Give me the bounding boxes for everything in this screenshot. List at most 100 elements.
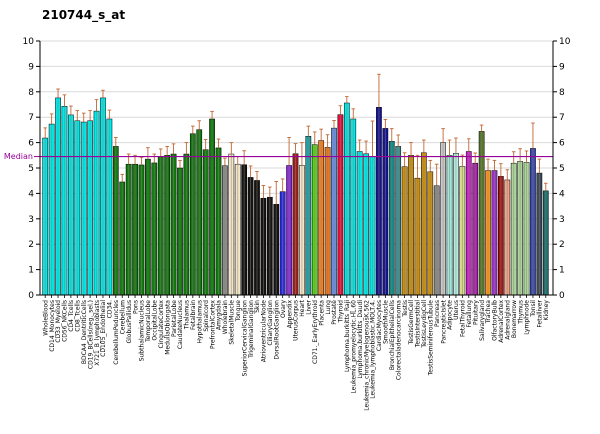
x-label-Uterus: Uterus: [453, 300, 460, 320]
x-label-Trachea: Trachea: [485, 300, 492, 325]
x-label-Tonsil: Tonsil: [530, 300, 537, 318]
x-label-TestisLeydigCell: TestisLeydigCell: [421, 300, 428, 349]
x-label-WholeBlood: WholeBlood: [42, 300, 49, 336]
x-label-Thyroid: Thyroid: [338, 300, 345, 324]
x-label-Heart: Heart: [299, 299, 306, 316]
x-label-Wholebrain: Wholebrain: [222, 300, 229, 334]
y-tick-label-left: 5: [28, 164, 34, 174]
y-tick-label-left: 9: [28, 62, 34, 72]
x-label-Fetallung: Fetallung: [466, 300, 473, 328]
x-label-CD8_Tcells: CD8_Tcells: [74, 300, 81, 332]
x-label-Skin: Skin: [254, 300, 261, 313]
x-label-Appendix: Appendix: [286, 300, 293, 329]
y-tick-label-right: 8: [559, 88, 565, 98]
y-tick-label-left: 2: [28, 240, 34, 250]
y-tick-label-right: 3: [559, 215, 565, 225]
x-label-BronchialEpithelialCells: BronchialEpithelialCells: [389, 300, 396, 370]
x-label-SkeletalMuscle: SkeletalMuscle: [229, 300, 236, 345]
x-label-Leukemia_promyelocytic.HL.60: Leukemia_promyelocytic.HL.60: [350, 300, 357, 394]
x-label-BDCA4_DentriticCells: BDCA4_DentriticCells: [81, 300, 88, 364]
x-label-ParietalLobe: ParietalLobe: [171, 300, 178, 337]
x-label-Ovary: Ovary: [280, 300, 287, 318]
x-label-Colorectaladenocarcinoma: Colorectaladenocarcinoma: [395, 300, 402, 380]
y-tick-label-right: 4: [559, 189, 565, 199]
y-tick-label-left: 8: [28, 88, 34, 98]
x-label-TestisGermCell: TestisGermCell: [408, 300, 415, 346]
x-label-TestisSeminiferousTubule: TestisSeminiferousTubule: [427, 300, 434, 377]
x-label-Prostate: Prostate: [331, 300, 338, 325]
x-label-TemporalLobe: TemporalLobe: [145, 300, 152, 343]
x-label-Cerebellum: Cerebellum: [119, 300, 126, 335]
x-label-CD33_Myeloid: CD33_Myeloid: [55, 300, 62, 343]
x-label-CD14_Monocytes: CD14_Monocytes: [49, 300, 56, 352]
x-label-CD105_Endothelial: CD105_Endothelial: [100, 300, 107, 357]
x-label-CerebellumPeduncles: CerebellumPeduncles: [113, 300, 120, 365]
x-label-CiliaryGanglion: CiliaryGanglion: [267, 300, 274, 346]
x-label-UterusCorpus: UterusCorpus: [293, 300, 300, 341]
y-tick-label-left: 7: [28, 113, 34, 123]
x-label-Leukemia_lymphoblastic.MOLT.4.: Leukemia_lymphoblastic.MOLT.4.: [370, 300, 377, 399]
x-label-CardiacMyocytes: CardiacMyocytes: [376, 300, 383, 351]
x-label-Thymus: Thymus: [517, 300, 524, 325]
x-label-Testis: Testis: [402, 300, 409, 318]
x-label-Adrenalgland: Adrenalgland: [504, 300, 511, 340]
x-label-CD19_BCells(neg._sel.): CD19_BCells(neg._sel.): [87, 300, 94, 369]
x-label-Pons: Pons: [132, 300, 139, 314]
y-tick-label-left: 4: [28, 189, 34, 199]
y-tick-label-right: 10: [559, 37, 571, 47]
y-tick-label-left: 10: [23, 37, 35, 47]
x-label-PrefrontalCortex: PrefrontalCortex: [209, 300, 216, 349]
y-tick-label-right: 7: [559, 113, 565, 123]
x-label-Thalamus: Thalamus: [184, 300, 191, 330]
x-label-MedullaOblongata: MedullaOblongata: [164, 300, 171, 355]
x-label-Fetalliver: Fetalliver: [537, 299, 544, 327]
x-label-FetalThyroid: FetalThyroid: [460, 300, 467, 337]
x-label-AdrenalCortex: AdrenalCortex: [498, 300, 505, 343]
x-label-SuperiorCervicalGanglion: SuperiorCervicalGanglion: [241, 300, 248, 377]
x-label-OccipitalLobe: OccipitalLobe: [152, 300, 159, 341]
y-tick-label-right: 2: [559, 240, 565, 250]
x-label-TestisInterstitial: TestisInterstitial: [415, 300, 422, 349]
x-label-CD4_Tcells: CD4_Tcells: [68, 300, 75, 332]
x-label-OlfactoryBulb: OlfactoryBulb: [492, 300, 499, 341]
x-label-Liver: Liver: [306, 299, 313, 314]
x-label-Leukemia_chronicMyelogenousK.562: Leukemia_chronicMyelogenousK.562: [363, 300, 370, 411]
x-label-Lung: Lung: [325, 300, 332, 315]
x-label-AtrioventricularNode: AtrioventricularNode: [261, 300, 268, 363]
x-label-Lymphoma.burkitts_Raji: Lymphoma.burkitts_Raji: [344, 300, 351, 372]
x-label-Placenta: Placenta: [318, 300, 325, 326]
x-label-CaudateNucleus: CaudateNucleus: [177, 300, 184, 349]
y-tick-label-left: 3: [28, 215, 34, 225]
y-tick-label-left: 6: [28, 139, 34, 149]
x-label-Amygdala: Amygdala: [216, 300, 223, 330]
x-label-Tongue: Tongue: [235, 300, 242, 323]
median-label: Median: [4, 152, 33, 161]
x-label-TrigeminalGanglion: TrigeminalGanglion: [248, 300, 255, 359]
x-label-GlobusPallidus: GlobusPallidus: [126, 300, 133, 344]
x-label-Salivarygland: Salivarygland: [479, 300, 486, 341]
y-tick-label-right: 9: [559, 62, 565, 72]
x-label-Adipocyte: Adipocyte: [447, 300, 454, 330]
x-label-CD71._EarlyErythroid: CD71._EarlyErythroid: [312, 300, 319, 364]
x-label-Kidney: Kidney: [543, 300, 550, 321]
x-label-Pituitary: Pituitary: [472, 300, 479, 325]
y-tick-label-right: 0: [559, 291, 565, 301]
y-tick-label-right: 5: [559, 164, 565, 174]
x-label-Hypothalamus: Hypothalamus: [196, 300, 203, 344]
x-label-X721_B_lymphoblasts: X721_B_lymphoblasts: [94, 300, 101, 366]
probe-set-title: 210744_s_at: [42, 8, 126, 22]
x-label-Spinalcord: Spinalcord: [203, 300, 210, 332]
y-tick-label-left: 1: [28, 266, 34, 276]
y-tick-label-right: 1: [559, 266, 565, 276]
x-label-CingulateCortex: CingulateCortex: [158, 300, 165, 349]
x-label-DorsalRootGanglion: DorsalRootGanglion: [273, 300, 280, 360]
x-label-PancreaticIslet: PancreaticIslet: [440, 299, 447, 343]
x-label-Bonemarrow: Bonemarrow: [511, 300, 518, 338]
x-label-Pancreas: Pancreas: [434, 300, 441, 327]
x-label-CD34.: CD34.: [107, 300, 114, 318]
x-label-Fetalbrain: Fetalbrain: [190, 300, 197, 330]
x-label-SmoothMuscle: SmoothMuscle: [383, 300, 390, 344]
y-tick-label-right: 6: [559, 139, 565, 149]
